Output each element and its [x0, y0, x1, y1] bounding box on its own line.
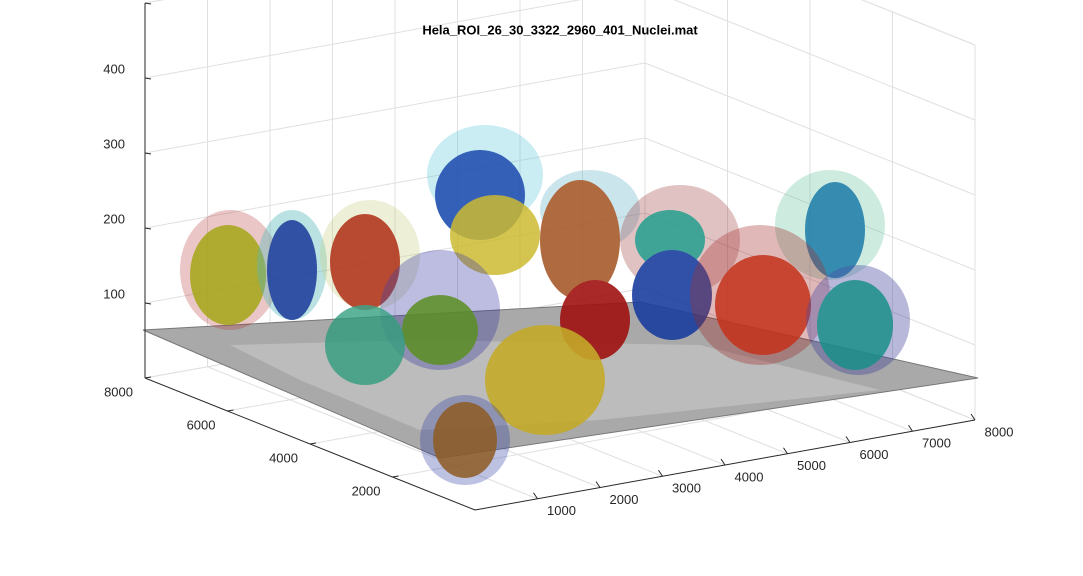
x-tick: [595, 481, 601, 488]
y-tick: [309, 442, 317, 445]
z-tick-label: 500: [103, 0, 125, 1]
nucleus: [267, 220, 317, 320]
y-tick: [392, 475, 399, 478]
nucleus: [325, 305, 405, 385]
grid-line: [861, 0, 976, 46]
nucleus: [402, 295, 478, 365]
z-tick: [144, 227, 152, 230]
nucleus: [805, 182, 865, 278]
y-tick-label: 8000: [104, 384, 133, 399]
x-tick: [970, 413, 976, 421]
y-tick-label: 6000: [187, 417, 216, 432]
nucleus: [330, 214, 400, 310]
x-tick-label: 5000: [797, 458, 826, 473]
x-tick-label: 2000: [610, 492, 639, 507]
z-tick-label: 200: [103, 211, 125, 226]
scene: [142, 125, 979, 485]
nucleus: [485, 325, 605, 435]
z-tick-label: 400: [103, 61, 125, 76]
z-tick: [144, 302, 152, 305]
x-tick-label: 1000: [547, 503, 576, 518]
y-tick-label: 2000: [352, 483, 381, 498]
y-tick: [144, 376, 152, 379]
nucleus: [433, 402, 497, 478]
x-tick: [720, 458, 726, 466]
y-tick-label: 4000: [269, 450, 298, 465]
nucleus: [540, 180, 620, 300]
y-tick: [227, 409, 234, 412]
nuclei: [180, 125, 910, 485]
chart-title: Hela_ROI_26_30_3322_2960_401_Nuclei.mat: [422, 22, 698, 37]
nucleus: [817, 280, 893, 370]
nucleus: [450, 195, 540, 275]
z-tick: [144, 77, 152, 80]
y-axis: [144, 377, 476, 511]
x-tick-label: 6000: [860, 447, 889, 462]
nucleus: [632, 250, 712, 340]
x-tick: [783, 447, 788, 455]
z-tick: [144, 2, 152, 5]
z-tick-label: 100: [103, 286, 125, 301]
x-tick: [845, 436, 851, 443]
x-tick: [658, 469, 663, 477]
x-tick: [908, 424, 913, 432]
axes: 100 200 300 400 500 1000 2000 3000 4000 5000 6000 7…: [103, 0, 1013, 518]
nucleus: [190, 225, 266, 325]
z-tick-label: 300: [103, 136, 125, 151]
x-tick-label: 8000: [985, 424, 1014, 439]
x-tick-label: 7000: [922, 436, 951, 451]
x-tick-label: 4000: [735, 469, 764, 484]
x-axis: [474, 419, 976, 511]
z-tick: [144, 152, 152, 155]
x-tick: [533, 492, 538, 500]
x-tick-label: 3000: [672, 481, 701, 496]
nucleus: [715, 255, 811, 355]
